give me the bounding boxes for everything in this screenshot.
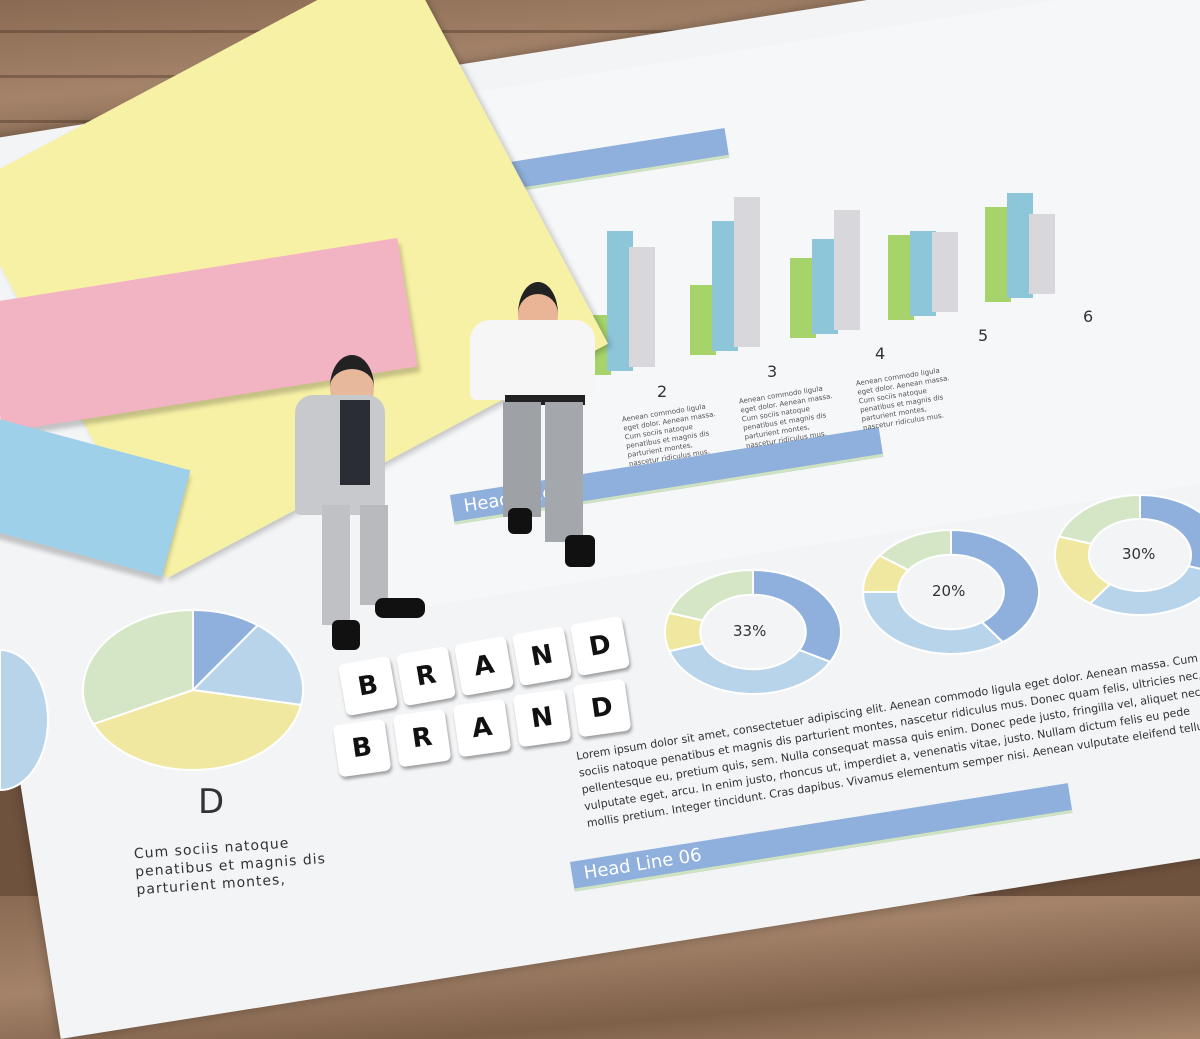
- donut-label: 20%: [932, 582, 965, 600]
- letter-block: R: [396, 646, 456, 706]
- pie-label: D: [198, 782, 224, 822]
- letter-block: D: [573, 679, 632, 738]
- donut-segment: [1059, 495, 1140, 544]
- donut-segment: [1090, 566, 1200, 615]
- donut-segment: [753, 570, 841, 662]
- letter-block: D: [570, 616, 630, 676]
- donut-segment: [863, 592, 1003, 654]
- letter-block: B: [333, 719, 392, 778]
- pie-slice: [0, 650, 48, 790]
- donut-segment: [1055, 536, 1110, 603]
- donut-label: 33%: [733, 622, 766, 640]
- letter-block: A: [453, 699, 512, 758]
- letter-block: N: [512, 626, 572, 686]
- letter-block: B: [338, 656, 398, 716]
- letter-block: N: [513, 689, 572, 748]
- donut-segment: [669, 570, 753, 621]
- letter-block: A: [454, 636, 514, 696]
- letter-block: R: [393, 709, 452, 768]
- donut-label: 30%: [1122, 545, 1155, 563]
